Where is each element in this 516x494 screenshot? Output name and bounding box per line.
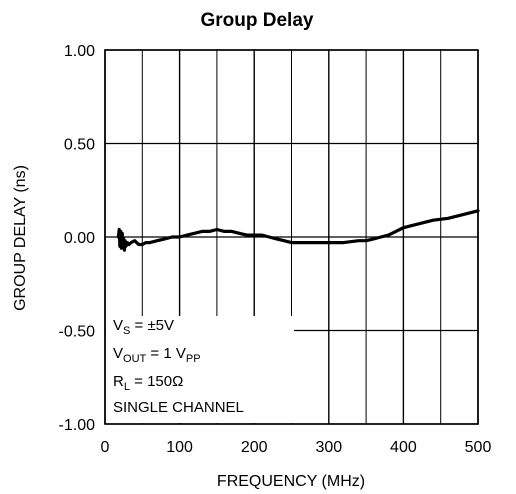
y-axis-label: GROUP DELAY (ns) xyxy=(12,165,29,311)
chart-title: Group Delay xyxy=(201,10,314,31)
y-tick-label: -0.50 xyxy=(59,324,96,341)
x-tick-label: 0 xyxy=(101,439,110,456)
x-tick-label: 500 xyxy=(465,439,492,456)
y-tick-label: 0.50 xyxy=(64,137,95,154)
annotation-line: VS = ±5V xyxy=(113,317,174,337)
group-delay-line xyxy=(116,209,480,252)
annotation-line: RL = 150Ω xyxy=(113,373,183,393)
annotation-line: SINGLE CHANNEL xyxy=(113,399,244,416)
grid-lines xyxy=(104,49,479,425)
tick-labels: 0 100 200 300 400 500 1.00 0.50 0.00 -0.50 -1.00 xyxy=(59,43,492,456)
annotation-line: VOUT = 1 VPP xyxy=(113,345,201,365)
y-tick-label: 0.00 xyxy=(64,230,95,247)
x-tick-label: 400 xyxy=(390,439,417,456)
annotation-box: VS = ±5V VOUT = 1 VPP RL = 150Ω SINGLE CHAN… xyxy=(106,316,294,423)
y-tick-label: -1.00 xyxy=(59,417,96,434)
y-tick-label: 1.00 xyxy=(64,43,95,60)
plot-border xyxy=(104,49,479,425)
annotation-background xyxy=(106,316,294,423)
x-axis-label: FREQUENCY (MHz) xyxy=(217,473,365,490)
x-tick-label: 300 xyxy=(315,439,342,456)
data-series xyxy=(116,209,480,252)
x-tick-label: 100 xyxy=(166,439,193,456)
x-tick-label: 200 xyxy=(241,439,268,456)
